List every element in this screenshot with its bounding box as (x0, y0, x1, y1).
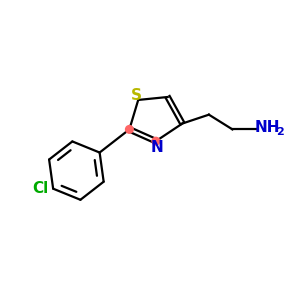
Circle shape (152, 137, 160, 145)
Circle shape (126, 126, 133, 133)
Text: S: S (131, 88, 142, 103)
Text: NH: NH (254, 120, 280, 135)
Text: N: N (151, 140, 164, 155)
Text: Cl: Cl (32, 181, 48, 196)
Text: 2: 2 (276, 127, 284, 137)
